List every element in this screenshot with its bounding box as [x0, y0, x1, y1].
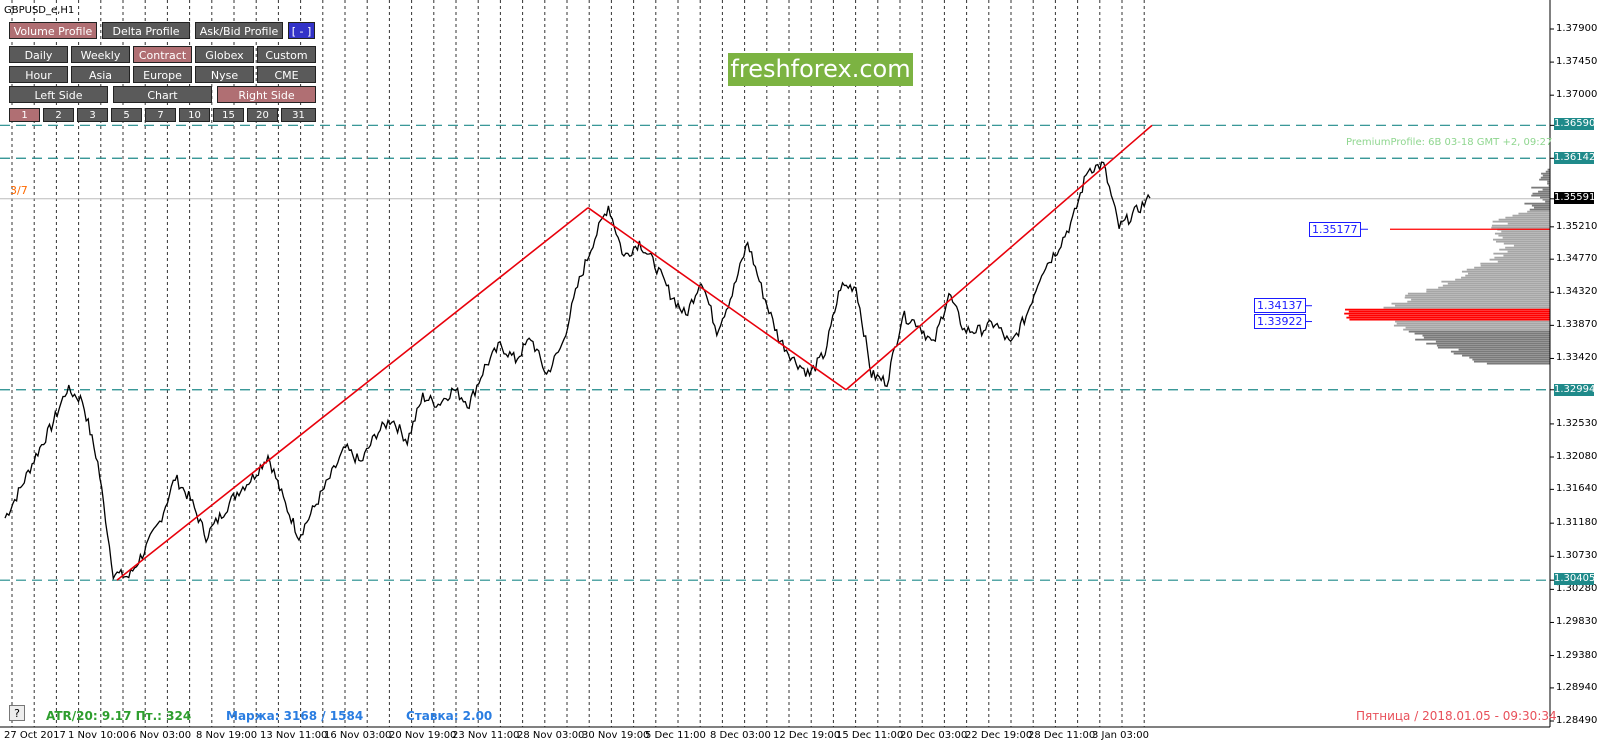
date-tick-label: 20 Nov 19:00 — [389, 730, 456, 741]
price-tick-label: 1.30730 — [1556, 550, 1597, 561]
symbol-title: GBPUSD_e,H1 — [4, 5, 74, 16]
left-side-button[interactable]: Left Side — [9, 86, 108, 103]
price-tick-label: 1.37900 — [1556, 23, 1597, 34]
profile-level-poc: 1.34137 — [1254, 298, 1306, 313]
price-tick-label: 1.29380 — [1556, 650, 1597, 661]
price-tick-label: 1.37450 — [1556, 56, 1597, 67]
globex-button[interactable]: Globex — [195, 46, 254, 63]
date-tick-label: 28 Nov 03:00 — [517, 730, 584, 741]
support-tag-2: 1.30405 — [1554, 573, 1594, 585]
price-tick-label: 1.34320 — [1556, 286, 1597, 297]
chart-side-button[interactable]: Chart — [113, 86, 212, 103]
price-tick-label: 1.29830 — [1556, 616, 1597, 627]
date-tick-label: 12 Dec 19:00 — [773, 730, 840, 741]
profile-level-high: 1.35177 — [1309, 222, 1361, 237]
custom-button[interactable]: Custom — [257, 46, 316, 63]
period-5-button[interactable]: 5 — [111, 108, 142, 122]
price-tick-label: 1.35210 — [1556, 221, 1597, 232]
current-price-tag: 1.35591 — [1554, 192, 1594, 204]
nyse-button[interactable]: Nyse — [195, 66, 254, 83]
weekly-button[interactable]: Weekly — [71, 46, 130, 63]
support-tag-1: 1.32994 — [1554, 384, 1594, 396]
date-tick-label: 8 Nov 19:00 — [196, 730, 257, 741]
date-tick-label: 3 Jan 03:00 — [1092, 730, 1149, 741]
date-tick-label: 22 Dec 19:00 — [965, 730, 1032, 741]
price-tick-label: 1.32530 — [1556, 418, 1597, 429]
ratio-label: 3/7 — [10, 184, 28, 197]
date-tick-label: 28 Dec 11:00 — [1028, 730, 1095, 741]
right-side-button[interactable]: Right Side — [217, 86, 316, 103]
price-tick-label: 1.32080 — [1556, 451, 1597, 462]
europe-button[interactable]: Europe — [133, 66, 192, 83]
period-10-button[interactable]: 10 — [179, 108, 210, 122]
price-tick-label: 1.37000 — [1556, 89, 1597, 100]
daily-button[interactable]: Daily — [9, 46, 68, 63]
price-tick-label: 1.31640 — [1556, 483, 1597, 494]
hour-button[interactable]: Hour — [9, 66, 68, 83]
date-tick-label: 23 Nov 11:00 — [452, 730, 519, 741]
delta-profile-button[interactable]: Delta Profile — [102, 22, 190, 39]
date-tick-label: 27 Oct 2017 — [4, 730, 66, 741]
period-3-button[interactable]: 3 — [77, 108, 108, 122]
date-tick-label: 15 Dec 11:00 — [836, 730, 903, 741]
volume-profile-button[interactable]: Volume Profile — [9, 22, 97, 39]
price-tick-label: 1.34770 — [1556, 253, 1597, 264]
date-tick-label: 5 Dec 11:00 — [645, 730, 706, 741]
cme-button[interactable]: CME — [257, 66, 316, 83]
date-tick-label: 30 Nov 19:00 — [582, 730, 649, 741]
price-tick-label: 1.28940 — [1556, 682, 1597, 693]
help-button[interactable]: ? — [9, 705, 25, 721]
collapse-button[interactable]: [ - ] — [288, 22, 315, 39]
resistance-tag-1: 1.36590 — [1554, 118, 1594, 130]
period-20-button[interactable]: 20 — [247, 108, 278, 122]
date-tick-label: 13 Nov 11:00 — [260, 730, 327, 741]
period-2-button[interactable]: 2 — [43, 108, 74, 122]
period-7-button[interactable]: 7 — [145, 108, 176, 122]
askbid-profile-button[interactable]: Ask/Bid Profile — [195, 22, 283, 39]
period-1-button[interactable]: 1 — [9, 108, 40, 122]
margin-readout: Маржа: 3168 / 1584 — [226, 709, 363, 723]
broker-logo: freshforex.com — [728, 53, 913, 86]
atr-readout: ATR/20: 9.17 Пт.: 324 — [46, 709, 191, 723]
contract-button[interactable]: Contract — [133, 46, 192, 63]
date-tick-label: 6 Nov 03:00 — [130, 730, 191, 741]
premium-profile-label: PremiumProfile: 6B 03-18 GMT +2, 09:27 — [1346, 137, 1552, 148]
price-tick-label: 1.30280 — [1556, 583, 1597, 594]
period-15-button[interactable]: 15 — [213, 108, 244, 122]
date-tick-label: 20 Dec 03:00 — [900, 730, 967, 741]
resistance-tag-2: 1.36142 — [1554, 152, 1594, 164]
rate-readout: Ставка: 2.00 — [406, 709, 492, 723]
price-tick-label: 1.33420 — [1556, 352, 1597, 363]
date-tick-label: 8 Dec 03:00 — [710, 730, 771, 741]
profile-level-low: 1.33922 — [1254, 314, 1306, 329]
price-tick-label: 1.31180 — [1556, 517, 1597, 528]
price-tick-label: 1.33870 — [1556, 319, 1597, 330]
date-tick-label: 1 Nov 10:00 — [68, 730, 129, 741]
period-31-button[interactable]: 31 — [281, 108, 316, 122]
server-datetime: Пятница / 2018.01.05 - 09:30:34 — [1356, 709, 1557, 723]
asia-button[interactable]: Asia — [71, 66, 130, 83]
date-tick-label: 16 Nov 03:00 — [324, 730, 391, 741]
price-tick-label: 1.28490 — [1556, 715, 1597, 726]
